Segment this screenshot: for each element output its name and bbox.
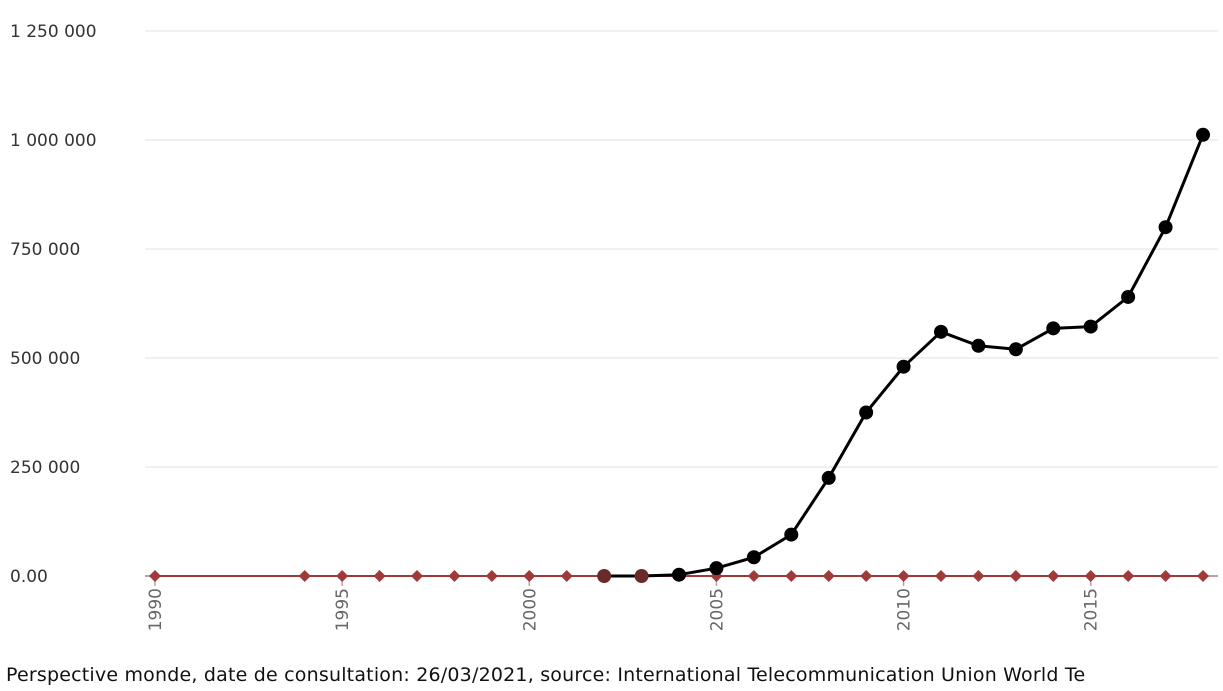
data-point — [785, 570, 798, 582]
data-point — [1008, 342, 1023, 357]
data-point — [336, 570, 349, 582]
data-point — [1121, 289, 1136, 304]
data-point — [485, 570, 498, 582]
data-point — [1158, 220, 1173, 235]
data-point — [560, 570, 573, 582]
source-note: Perspective monde, date de consultation:… — [6, 664, 1086, 686]
x-tick-label: 2010 — [895, 588, 915, 631]
data-point — [1083, 319, 1098, 334]
series-group — [149, 127, 1210, 583]
data-point — [860, 570, 873, 582]
data-point — [1196, 127, 1210, 142]
data-point — [672, 567, 686, 582]
data-point — [411, 570, 423, 582]
data-point — [934, 324, 948, 339]
data-point — [972, 570, 985, 582]
chart-svg: 0.00 250 000 500 000 750 000 1 000 000 1 250 … — [10, 22, 1218, 631]
data-point — [709, 561, 724, 576]
data-point — [1009, 570, 1022, 582]
data-point — [149, 570, 161, 582]
x-tick-label: 2015 — [1082, 588, 1102, 631]
x-tick-label: 2005 — [707, 588, 727, 631]
data-point — [821, 470, 836, 485]
data-point — [859, 405, 874, 420]
data-point — [523, 570, 536, 582]
data-point — [822, 570, 835, 582]
x-tick-label: 2000 — [520, 588, 540, 631]
data-point — [1084, 570, 1097, 582]
data-point — [896, 359, 911, 374]
y-tick-label: 0.00 — [10, 567, 48, 587]
data-point — [1159, 570, 1172, 582]
y-tick-label: 1 250 000 — [10, 22, 97, 42]
data-point — [597, 569, 612, 583]
series-line — [602, 133, 1205, 578]
data-point — [373, 570, 386, 582]
data-point — [746, 550, 761, 565]
data-point — [897, 570, 910, 582]
data-point — [448, 570, 461, 582]
data-point — [747, 570, 760, 582]
data-point — [1197, 570, 1209, 582]
y-tick-label: 750 000 — [10, 240, 80, 260]
data-point — [298, 570, 311, 582]
x-tick-label: 1995 — [333, 588, 353, 631]
data-point — [1122, 570, 1135, 582]
y-tick-label: 500 000 — [10, 349, 80, 369]
x-axis-tick-labels: 1990 1995 2000 2005 2010 2015 — [146, 588, 1102, 631]
y-axis-tick-labels: 0.00 250 000 500 000 750 000 1 000 000 1 250 … — [10, 22, 97, 587]
y-tick-label: 250 000 — [10, 458, 80, 478]
y-tick-label: 1 000 000 — [10, 131, 97, 151]
gridlines — [145, 30, 1218, 586]
data-point — [1047, 570, 1060, 582]
data-point — [784, 527, 799, 542]
data-point — [935, 570, 947, 582]
data-point — [971, 338, 986, 353]
data-point — [1046, 321, 1061, 336]
x-tick-label: 1990 — [146, 588, 166, 631]
data-point — [634, 569, 649, 583]
